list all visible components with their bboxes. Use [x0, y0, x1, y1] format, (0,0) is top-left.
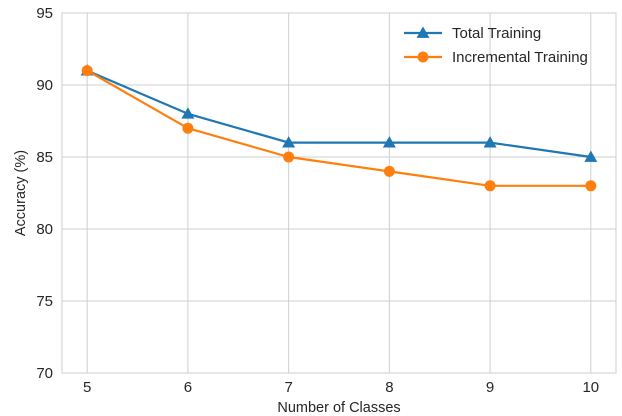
y-tick-label: 70 — [36, 365, 53, 382]
plot-frame — [61, 12, 617, 374]
triangle-marker — [584, 150, 598, 162]
triangle-marker — [181, 107, 195, 119]
legend-label: Total Training — [452, 25, 541, 42]
legend-triangle-marker — [416, 26, 430, 38]
series-incremental-training — [81, 65, 597, 192]
series-line — [86, 69, 591, 159]
legend-entry: Total Training — [404, 25, 541, 42]
series-total-training — [80, 64, 598, 162]
triangle-marker — [282, 136, 296, 148]
x-tick-label: 9 — [486, 379, 494, 396]
x-tick-label: 8 — [385, 379, 393, 396]
legend-label: Incremental Training — [452, 49, 588, 66]
x-tick-label: 5 — [83, 379, 91, 396]
y-axis-label: Accuracy (%) — [13, 150, 29, 236]
y-tick-label: 95 — [36, 5, 53, 22]
circle-marker — [383, 165, 395, 177]
circle-marker — [585, 180, 597, 192]
x-axis-ticks: 5 6 7 8 9 10 — [83, 379, 599, 396]
y-tick-label: 85 — [36, 149, 53, 166]
x-axis-label: Number of Classes — [277, 400, 400, 416]
legend: Total Training Incremental Training — [404, 25, 588, 66]
circle-marker — [283, 151, 295, 163]
legend-circle-marker — [417, 51, 429, 63]
x-tick-label: 10 — [582, 379, 599, 396]
circle-marker — [484, 180, 496, 192]
y-tick-label: 75 — [36, 293, 53, 310]
series — [80, 64, 598, 192]
series-line — [86, 69, 591, 187]
triangle-marker — [382, 136, 396, 148]
circle-marker — [182, 122, 194, 134]
y-tick-label: 80 — [36, 221, 53, 238]
grid — [62, 12, 616, 374]
legend-entry: Incremental Training — [404, 49, 588, 66]
triangle-marker — [483, 136, 497, 148]
x-tick-label: 6 — [184, 379, 192, 396]
y-tick-label: 90 — [36, 77, 53, 94]
x-tick-label: 7 — [284, 379, 292, 396]
y-axis-ticks: 70 75 80 85 90 95 — [36, 5, 53, 382]
circle-marker — [81, 65, 93, 77]
